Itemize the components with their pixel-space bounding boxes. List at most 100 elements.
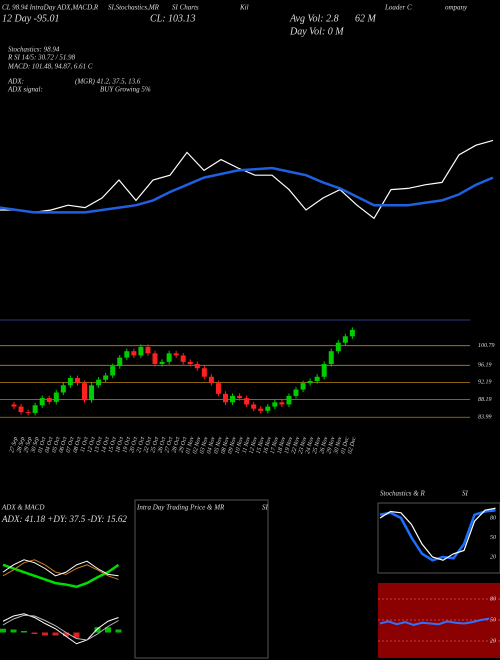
candle-body xyxy=(67,378,73,386)
candle-body xyxy=(173,353,179,356)
rsi-text: R SI 14/5: 30.72 / 51.98 xyxy=(7,54,76,62)
candle-body xyxy=(82,383,87,401)
x-tick-label: 14 Oct xyxy=(100,436,111,454)
candle-body xyxy=(96,379,102,386)
line-series xyxy=(0,139,494,220)
level-label: 96.19 xyxy=(478,363,492,369)
header-text: SI Charts xyxy=(172,4,199,12)
y-tick-label: 20 xyxy=(490,638,496,644)
candle-body xyxy=(187,361,193,364)
candle-body xyxy=(145,346,151,354)
panel-title: SI xyxy=(262,504,269,512)
macd-bar xyxy=(63,632,69,637)
candle-body xyxy=(152,353,158,364)
macd-bar xyxy=(115,629,122,633)
x-tick-label: 22 Oct xyxy=(143,436,153,453)
candle-body xyxy=(89,385,95,401)
candle-body xyxy=(124,351,130,358)
candle-body xyxy=(138,346,144,356)
x-tick-label: 02 Nov xyxy=(192,436,202,454)
candle-body xyxy=(131,351,137,356)
macd-bar xyxy=(105,627,111,633)
candle-body xyxy=(32,405,38,413)
macd-bar xyxy=(10,629,17,633)
x-tick-label: 17 Nov xyxy=(270,436,280,454)
x-tick-label: 27 Sep xyxy=(9,436,19,453)
candle-body xyxy=(194,363,200,369)
stoch-panel xyxy=(377,502,500,574)
candle-body xyxy=(46,398,52,402)
y-tick-label: 50 xyxy=(490,535,496,541)
header-text: SI,Stochastics,MR xyxy=(108,4,160,12)
x-tick-label: 11 Oct xyxy=(80,436,90,453)
header: CL 98.94 IntraDay ADX,MACD,R SI,Stochast… xyxy=(2,4,468,94)
x-tick-label: 26 Nov xyxy=(319,436,329,454)
level-label: 100.79 xyxy=(478,343,495,349)
y-tick-label: 80 xyxy=(490,596,496,602)
macd-line xyxy=(2,613,119,645)
level-label: 92.19 xyxy=(478,380,492,386)
line-series xyxy=(0,166,494,214)
header-text: CL 98.94 IntraDay ADX,MACD,R xyxy=(2,4,99,12)
mrsi-line xyxy=(379,617,490,626)
panel-title: Stochastics & R xyxy=(380,490,425,498)
candle-body xyxy=(314,376,320,382)
candle-body xyxy=(215,383,221,394)
x-tick-label: 24 Nov xyxy=(304,436,315,455)
candle-body xyxy=(265,406,271,411)
avg-vol: Avg Vol: 2.8 xyxy=(289,13,339,24)
x-tick-label: 15 Oct xyxy=(108,436,118,453)
macd-bar xyxy=(42,632,48,636)
candle-body xyxy=(321,363,327,377)
x-tick-label: 01 Nov xyxy=(185,436,195,454)
candle-body xyxy=(159,361,165,364)
level-label: 83.99 xyxy=(478,415,492,421)
x-tick-label: 06 Oct xyxy=(59,436,69,453)
x-tick-label: 07 Oct xyxy=(66,436,76,453)
candle-body xyxy=(166,353,172,362)
x-tick-label: 08 Nov xyxy=(221,436,231,454)
panel-title: ADX & MACD xyxy=(1,504,44,512)
candle-body xyxy=(117,357,123,367)
candle-body xyxy=(103,375,109,380)
candle-body xyxy=(328,351,334,364)
x-tick-label: 01 Oct xyxy=(37,436,47,453)
adx-values: (MGR) 41.2, 37.5, 13.6 xyxy=(75,78,141,86)
candle-body xyxy=(251,404,257,409)
panel-subtitle: ADX: 41.18 +DY: 37.5 -DY: 15.62 xyxy=(1,514,127,524)
x-tick-label: 27 Oct xyxy=(164,436,174,453)
x-tick-label: 11 Nov xyxy=(242,436,252,454)
x-tick-label: 28 Sep xyxy=(16,436,26,453)
candle-body xyxy=(180,355,186,362)
candle-body xyxy=(237,395,243,399)
y-tick-label: 80 xyxy=(490,515,496,521)
signal-line xyxy=(2,614,119,641)
x-tick-label: 10 Nov xyxy=(235,436,245,454)
y-tick-label: 20 xyxy=(490,554,496,560)
y-tick-label: 50 xyxy=(490,617,496,623)
x-tick-label: 05 Oct xyxy=(52,436,62,453)
macd-bar xyxy=(94,627,101,633)
x-tick-label: 16 Nov xyxy=(263,436,273,454)
x-tick-label: 01 Dec xyxy=(340,436,350,454)
x-tick-label: 19 Nov xyxy=(284,436,294,454)
candle-body xyxy=(11,404,17,407)
x-tick-label: 30 Sep xyxy=(30,436,40,454)
x-tick-label: 30 Nov xyxy=(333,436,344,455)
macd-bar xyxy=(0,628,6,633)
level-label: 88.19 xyxy=(478,397,492,403)
candle-body xyxy=(53,392,59,402)
candle-body xyxy=(272,402,278,407)
candle-body xyxy=(18,406,24,413)
candle-body xyxy=(279,402,285,405)
candle-body xyxy=(307,381,313,384)
x-tick-label: 04 Oct xyxy=(44,436,55,454)
x-tick-label: 29 Nov xyxy=(326,436,336,454)
adx-signal: BUY Growing 5% xyxy=(100,86,151,94)
macd-bar xyxy=(31,632,38,634)
x-tick-label: 23 Nov xyxy=(298,436,308,454)
x-tick-label: 09 Nov xyxy=(228,436,238,454)
candle-body xyxy=(201,368,207,377)
adx-series xyxy=(2,559,119,577)
